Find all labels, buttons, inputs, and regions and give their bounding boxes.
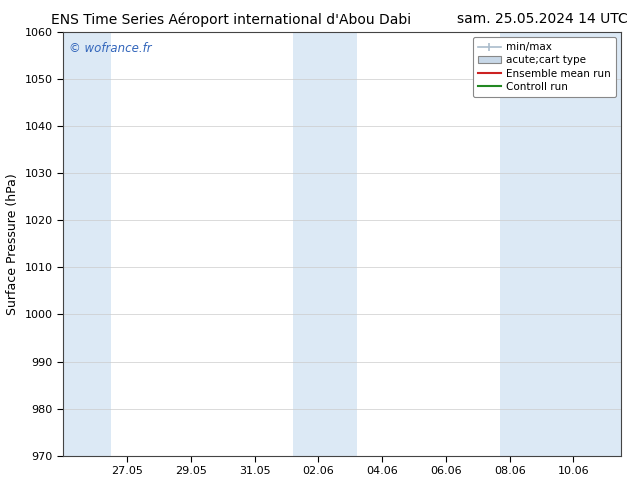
Text: ENS Time Series Aéroport international d'Abou Dabi: ENS Time Series Aéroport international d… bbox=[51, 12, 411, 27]
Legend: min/max, acute;cart type, Ensemble mean run, Controll run: min/max, acute;cart type, Ensemble mean … bbox=[473, 37, 616, 97]
Bar bbox=[293, 32, 357, 456]
Y-axis label: Surface Pressure (hPa): Surface Pressure (hPa) bbox=[6, 173, 19, 315]
Text: sam. 25.05.2024 14 UTC: sam. 25.05.2024 14 UTC bbox=[457, 12, 628, 26]
Bar bbox=[500, 32, 621, 456]
Bar bbox=[63, 32, 111, 456]
Text: © wofrance.fr: © wofrance.fr bbox=[69, 43, 152, 55]
